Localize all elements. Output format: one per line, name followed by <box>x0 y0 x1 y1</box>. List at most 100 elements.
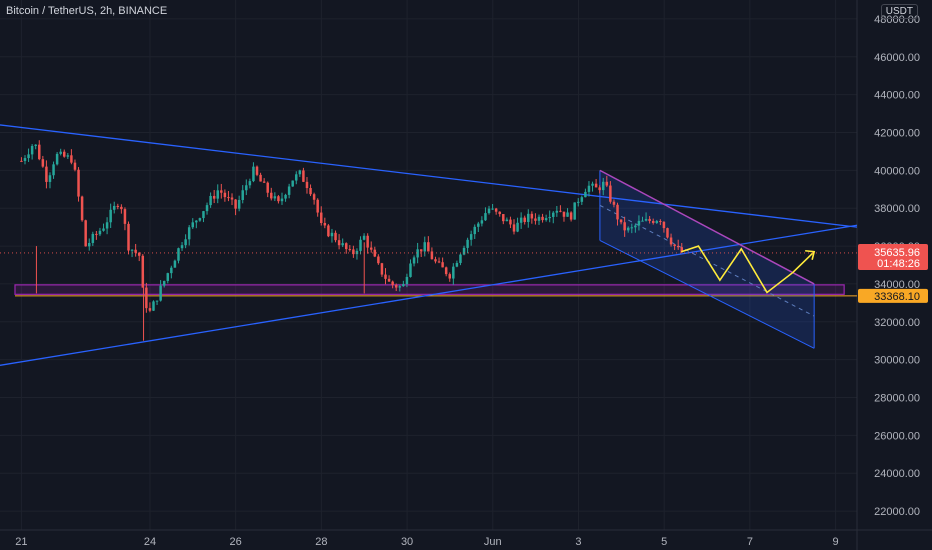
candle-body <box>91 233 95 243</box>
candle-body <box>309 188 312 195</box>
candle-body <box>494 208 498 212</box>
candle-body <box>387 278 391 282</box>
candle-body <box>359 239 362 251</box>
candle-body <box>559 210 562 212</box>
candle-body <box>527 213 530 222</box>
candle-body <box>377 256 380 264</box>
countdown-value: 01:48:26 <box>877 258 920 270</box>
time-axis: 21 24 26 28 30 Jun 3 5 7 9 <box>15 536 838 548</box>
candle-body <box>548 216 551 219</box>
candle-body <box>591 183 594 186</box>
candle-body <box>280 198 284 202</box>
time-tick-label: Jun <box>484 536 502 548</box>
candle-body <box>273 196 277 199</box>
candle-body <box>137 252 141 256</box>
candle-body <box>41 159 45 167</box>
candle-body <box>45 166 48 182</box>
candle-body <box>312 194 316 200</box>
support-zone <box>14 284 845 295</box>
price-tick-label: 28000.00 <box>874 393 920 405</box>
candle-body <box>48 175 52 182</box>
candle-body <box>577 201 580 203</box>
candle-body <box>598 187 601 191</box>
support-price-tag <box>858 288 928 303</box>
candle-body <box>555 210 559 213</box>
time-tick-label: 30 <box>401 536 413 548</box>
candle-body <box>84 220 87 247</box>
candle-body <box>362 235 366 240</box>
candle-body <box>626 227 630 231</box>
symbol-title: Bitcoin / TetherUS, 2h, BINANCE <box>6 5 168 17</box>
candle-body <box>644 218 648 221</box>
candle-body <box>484 213 487 221</box>
candle-body <box>544 218 548 221</box>
candle-body <box>516 222 519 232</box>
candle-body <box>355 250 359 255</box>
candle-body <box>266 182 269 193</box>
candle-body <box>177 248 180 261</box>
price-tick-label: 48000.00 <box>874 14 920 26</box>
price-tick-label: 40000.00 <box>874 165 920 177</box>
candle-body <box>162 280 166 286</box>
candle-body <box>662 221 666 229</box>
last-price-value: 35635.96 <box>874 247 920 259</box>
candle-body <box>369 247 373 250</box>
candle-body <box>541 216 544 221</box>
candlesticks-layer <box>20 140 684 341</box>
candle-body <box>277 196 280 202</box>
candle-body <box>105 222 109 229</box>
candle-body <box>580 197 584 202</box>
candle-body <box>23 158 27 161</box>
candle-body <box>552 212 555 217</box>
candle-body <box>605 181 609 186</box>
candle-body <box>145 287 148 309</box>
currency-button[interactable]: USDT <box>880 4 918 19</box>
candle-body <box>634 225 637 228</box>
support-price-value: 33368.10 <box>874 291 920 303</box>
candle-body <box>416 249 419 258</box>
candle-body <box>419 249 423 252</box>
candle-body <box>70 155 73 163</box>
candle-body <box>148 308 152 311</box>
time-tick-label: 7 <box>747 536 753 548</box>
candle-body <box>155 300 159 302</box>
candle-body <box>259 174 262 182</box>
candle-body <box>234 199 237 209</box>
candle-body <box>523 217 526 222</box>
price-tick-label: 38000.00 <box>874 203 920 215</box>
candle-body <box>402 284 405 287</box>
candle-body <box>298 170 302 175</box>
candle-body <box>455 262 459 267</box>
time-tick-label: 9 <box>833 536 839 548</box>
candle-body <box>637 220 641 226</box>
candle-body <box>252 166 255 182</box>
candle-body <box>641 220 644 222</box>
candle-body <box>230 197 234 200</box>
candle-body <box>666 228 669 238</box>
candle-body <box>344 243 348 250</box>
candle-body <box>330 232 334 237</box>
ascending-trendline <box>0 224 858 366</box>
candle-body <box>191 222 195 228</box>
candle-body <box>305 181 309 189</box>
candle-body <box>102 228 105 231</box>
candle-body <box>95 233 98 235</box>
candle-body <box>295 174 298 181</box>
candle-body <box>601 181 605 191</box>
candle-body <box>462 247 466 255</box>
candle-body <box>205 205 209 212</box>
candle-body <box>466 239 469 248</box>
time-tick-label: 3 <box>575 536 581 548</box>
candle-body <box>209 195 212 206</box>
candle-body <box>680 247 684 253</box>
time-tick-label: 21 <box>15 536 27 548</box>
candle-body <box>669 237 673 245</box>
candle-body <box>480 220 484 224</box>
candle-body <box>63 151 66 157</box>
candle-body <box>34 144 37 146</box>
candle-body <box>180 245 184 249</box>
candle-body <box>430 251 434 260</box>
projection-path <box>681 245 815 294</box>
